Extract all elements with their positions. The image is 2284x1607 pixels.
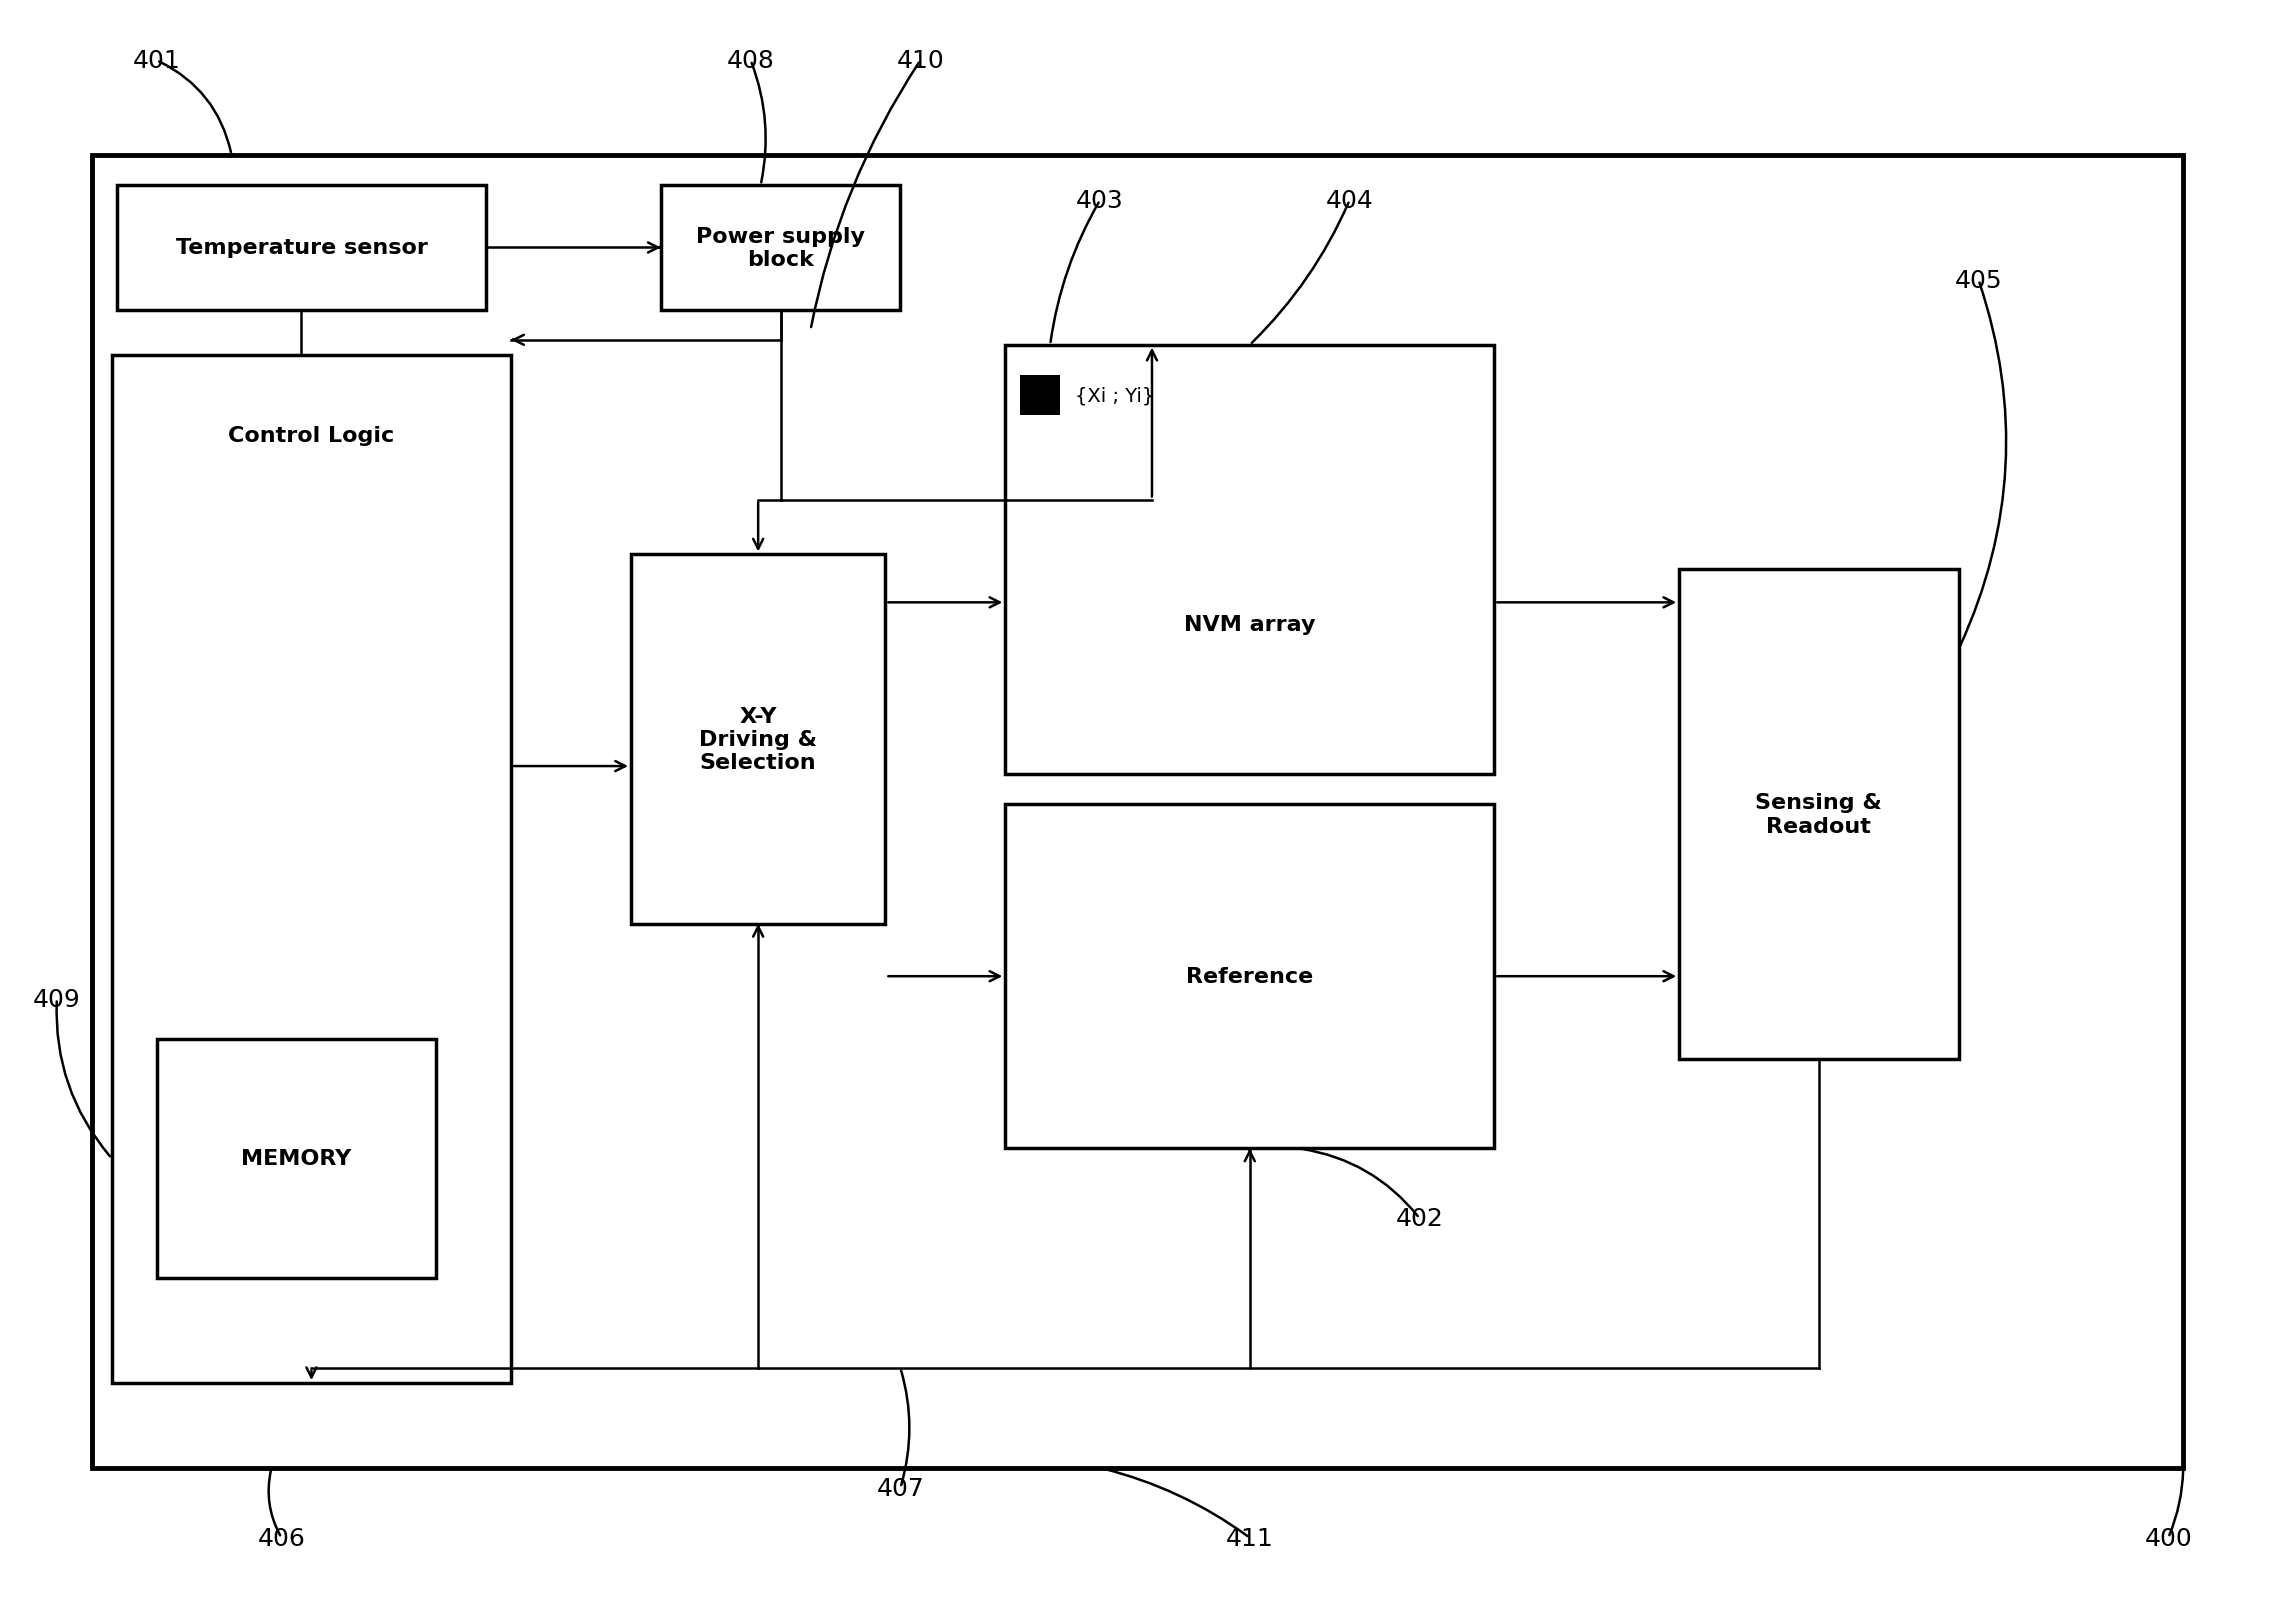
Bar: [630, 554, 886, 924]
Text: Temperature sensor: Temperature sensor: [176, 238, 427, 259]
Text: 402: 402: [1396, 1207, 1443, 1231]
Text: 407: 407: [877, 1475, 925, 1499]
Text: 408: 408: [726, 50, 774, 74]
Bar: [1005, 805, 1494, 1149]
Text: X-Y
Driving &
Selection: X-Y Driving & Selection: [699, 707, 818, 773]
Text: MEMORY: MEMORY: [242, 1149, 352, 1168]
Text: Sensing &
Readout: Sensing & Readout: [1756, 792, 1882, 836]
Text: Power supply
block: Power supply block: [697, 227, 866, 270]
Text: NVM array: NVM array: [1183, 614, 1316, 635]
Text: 409: 409: [32, 987, 80, 1011]
Bar: [112, 355, 512, 1384]
Bar: [1005, 346, 1494, 775]
Text: 401: 401: [132, 50, 180, 74]
Text: 406: 406: [258, 1525, 306, 1549]
Text: {Xi ; Yi}: {Xi ; Yi}: [1076, 386, 1153, 405]
Bar: [1021, 376, 1060, 416]
Bar: [660, 186, 900, 310]
Bar: [91, 156, 2184, 1467]
Text: 411: 411: [1227, 1525, 1274, 1549]
Text: Control Logic: Control Logic: [228, 426, 395, 445]
Text: 403: 403: [1076, 190, 1124, 212]
Text: Reference: Reference: [1185, 966, 1313, 987]
Bar: [158, 1040, 436, 1279]
Text: 405: 405: [1955, 268, 2003, 292]
Bar: [1679, 570, 1960, 1059]
Bar: [116, 186, 486, 310]
Text: 400: 400: [2145, 1525, 2193, 1549]
Text: 410: 410: [898, 50, 943, 74]
Text: 404: 404: [1325, 190, 1373, 212]
